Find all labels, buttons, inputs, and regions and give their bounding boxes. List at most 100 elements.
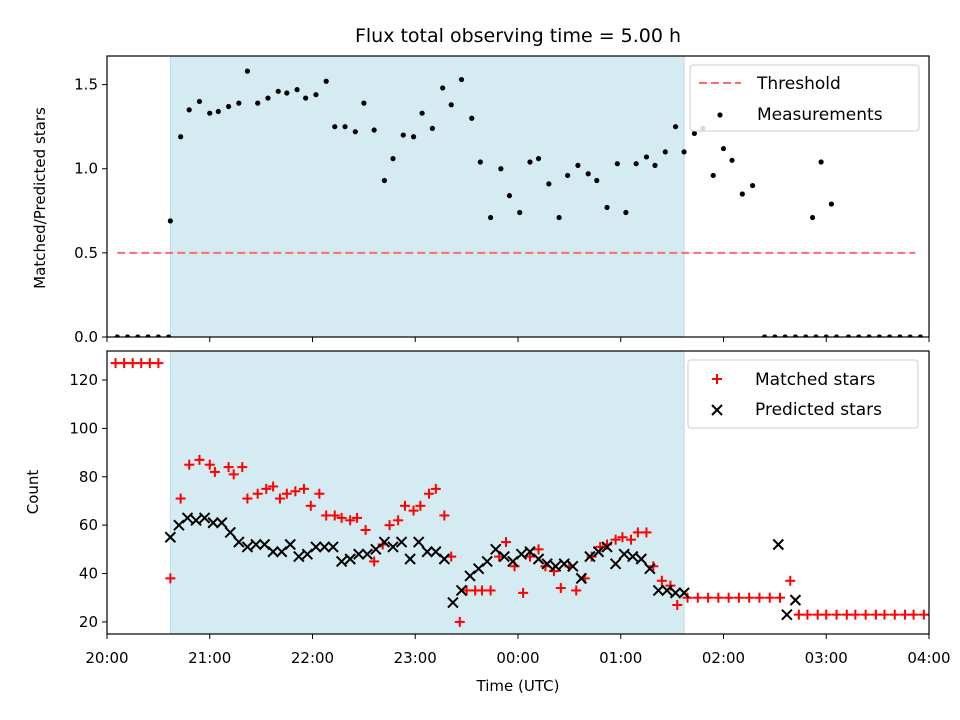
measurement-point: [458, 76, 465, 83]
matched-star-point: [626, 534, 637, 545]
predicted-star-point: [412, 536, 425, 548]
measurement-point: [845, 334, 852, 337]
measurement-point: [477, 159, 483, 165]
x-tick-label: 02:00: [702, 649, 745, 667]
x-tick-label: 20:00: [85, 649, 128, 667]
matched-star-point: [274, 493, 285, 504]
measurement-point: [207, 110, 213, 116]
matched-star-point: [764, 592, 775, 603]
matched-star-point: [314, 488, 325, 499]
predicted-star-point: [335, 555, 348, 568]
x-tick-label: 21:00: [188, 649, 231, 667]
measurement-point: [469, 115, 475, 121]
predicted-star-point: [627, 550, 639, 563]
predicted-star-point: [293, 550, 305, 563]
matched-star-point: [533, 544, 544, 555]
measurement-point: [332, 124, 338, 130]
matched-star-point: [957, 610, 960, 620]
matched-star-point: [889, 609, 900, 620]
predicted-star-point: [549, 560, 562, 572]
predicted-star-point: [532, 553, 545, 565]
matched-star-point: [754, 592, 765, 603]
measurement-point: [949, 334, 954, 339]
y-tick-label: 0.5: [74, 244, 98, 262]
predicted-star-point: [438, 553, 451, 565]
measurement-point: [419, 110, 425, 116]
measurement-point: [114, 334, 120, 337]
predicted-star-point: [772, 538, 785, 551]
matched-star-point: [879, 609, 890, 620]
measurement-point: [410, 134, 417, 140]
matched-star-point: [461, 585, 472, 596]
matched-star-point: [228, 469, 239, 480]
matched-star-point: [209, 466, 220, 477]
matched-star-point: [733, 592, 744, 603]
measurement-point: [506, 193, 513, 199]
predicted-star-point: [584, 550, 596, 563]
matched-star-point: [454, 616, 465, 627]
measurement-point: [792, 334, 799, 337]
legend-matched-label: Matched stars: [755, 370, 875, 390]
predicted-star-point: [224, 526, 237, 539]
measurement-point: [907, 334, 913, 337]
predicted-star-point: [198, 512, 211, 524]
measurement-point: [284, 90, 290, 96]
matched-star-point: [793, 609, 804, 620]
measurement-point: [236, 100, 242, 106]
matched-star-point: [165, 573, 176, 584]
measurement-point: [720, 145, 727, 152]
measurement-point: [866, 334, 872, 337]
measurements-series: [114, 68, 954, 339]
predicted-star-point: [241, 541, 254, 553]
predicted-star-point: [515, 548, 528, 560]
measurement-point: [313, 92, 319, 98]
measurement-point: [381, 177, 388, 184]
measurement-point: [565, 172, 571, 179]
predicted-star-point: [233, 536, 245, 548]
matched-star-point: [290, 486, 301, 497]
matched-star-point: [617, 532, 628, 543]
measurement-point: [400, 132, 406, 138]
matched-star-point: [384, 520, 395, 531]
measurement-point: [652, 162, 658, 168]
predicted-star-point: [284, 538, 296, 551]
top-panel: 0.0 0.5 1.0 1.5 Threshold Measurements: [74, 55, 954, 346]
x-tick-label: 22:00: [291, 649, 334, 667]
measurement-point: [167, 218, 173, 224]
predicted-star-point: [592, 546, 605, 558]
predicted-star-point: [652, 584, 665, 597]
measurement-point: [517, 209, 523, 216]
matched-star-point: [692, 592, 703, 603]
matched-star-point: [194, 454, 205, 465]
predicted-star-point: [635, 553, 648, 565]
measurement-point: [186, 107, 192, 113]
matched-star-point: [153, 358, 164, 369]
measurement-point: [225, 103, 232, 110]
predicted-star-point: [395, 536, 408, 548]
measurement-point: [265, 95, 271, 101]
measurement-point: [145, 334, 151, 337]
predicted-star-point: [541, 558, 553, 570]
measurement-point: [828, 201, 834, 207]
x-tick-label: 04:00: [907, 649, 950, 667]
measurement-point: [823, 334, 829, 337]
measurement-point: [303, 95, 309, 101]
legend-measurements-label: Measurements: [757, 105, 883, 125]
measurement-point: [813, 334, 819, 337]
predicted-star-point: [644, 562, 656, 575]
predicted-star-point: [558, 558, 570, 570]
legend-threshold-label: Threshold: [756, 74, 841, 94]
matched-star-point: [841, 609, 852, 620]
legend-predicted-label: Predicted stars: [755, 400, 882, 420]
measurement-point: [342, 124, 348, 130]
measurement-point: [488, 214, 494, 221]
matched-star-point: [831, 609, 842, 620]
measurement-point: [124, 334, 131, 337]
measurement-point: [535, 156, 542, 162]
measurement-point: [440, 85, 446, 91]
measurement-point: [729, 157, 735, 163]
matched-star-point: [237, 462, 248, 473]
measurement-point: [772, 334, 778, 337]
matched-star-point: [268, 481, 279, 492]
top-y-axis-label: Matched/Predicted stars: [31, 107, 49, 289]
